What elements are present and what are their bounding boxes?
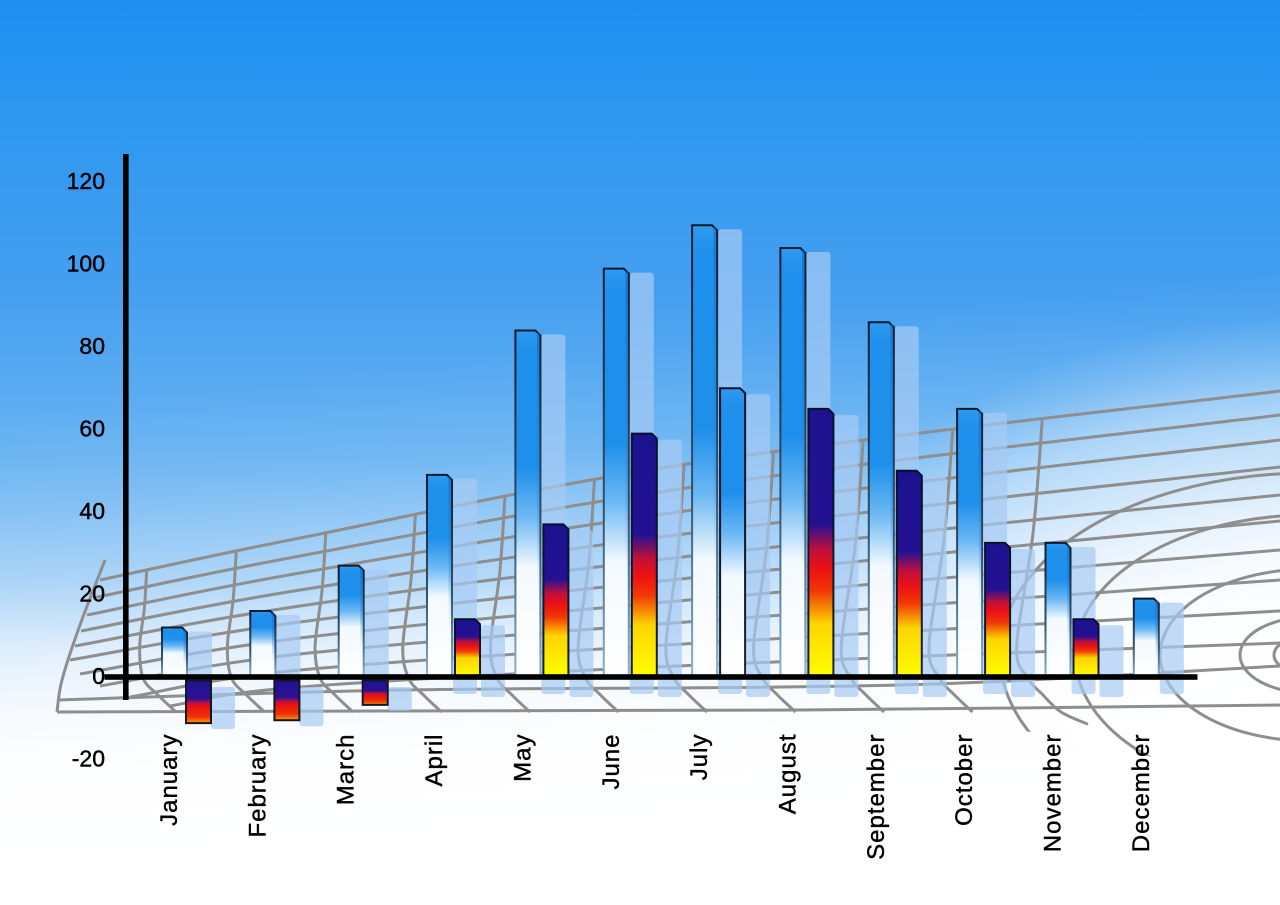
svg-text:October: October <box>951 734 978 826</box>
svg-text:February: February <box>244 734 271 838</box>
svg-text:March: March <box>333 734 360 806</box>
svg-text:-20: -20 <box>72 746 105 772</box>
svg-text:20: 20 <box>79 581 105 607</box>
svg-text:40: 40 <box>79 498 105 524</box>
svg-text:April: April <box>421 734 448 787</box>
svg-text:January: January <box>156 734 183 826</box>
svg-text:80: 80 <box>79 333 105 359</box>
svg-text:November: November <box>1040 734 1067 853</box>
svg-text:December: December <box>1128 734 1155 853</box>
svg-text:July: July <box>686 734 713 781</box>
svg-text:September: September <box>863 734 890 860</box>
svg-text:May: May <box>509 734 536 782</box>
svg-text:100: 100 <box>67 251 105 277</box>
svg-text:0: 0 <box>92 663 105 689</box>
svg-text:August: August <box>774 734 801 815</box>
svg-text:60: 60 <box>79 416 105 442</box>
svg-text:June: June <box>598 734 625 790</box>
svg-text:120: 120 <box>67 168 105 194</box>
